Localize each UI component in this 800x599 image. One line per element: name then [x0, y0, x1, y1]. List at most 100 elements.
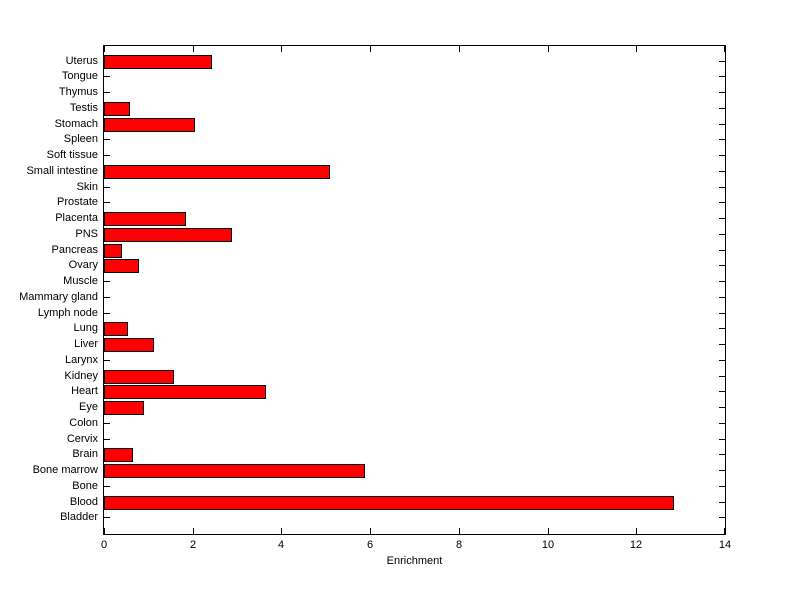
bar [104, 401, 144, 415]
y-tick-mark-right [719, 360, 725, 361]
x-tick-mark-bottom [459, 528, 460, 534]
x-tick-mark-top [193, 46, 194, 52]
y-tick-mark-right [719, 502, 725, 503]
y-tick-label: Ovary [68, 259, 98, 271]
x-tick-label: 12 [629, 539, 643, 551]
x-tick-label: 14 [718, 539, 732, 551]
bar [104, 259, 140, 273]
y-tick-label: Soft tissue [46, 149, 98, 161]
bar [104, 118, 195, 132]
y-tick-label: Brain [72, 448, 98, 460]
y-tick-mark-right [719, 470, 725, 471]
y-tick-mark-right [719, 265, 725, 266]
bar [104, 385, 266, 399]
y-tick-mark-left [104, 360, 110, 361]
y-tick-label: Spleen [63, 133, 98, 145]
x-tick-mark-top [281, 46, 282, 52]
y-tick-mark-left [104, 139, 110, 140]
x-tick-label: 6 [366, 539, 374, 551]
y-tick-label: Thymus [58, 86, 98, 98]
y-tick-label: Bladder [60, 511, 98, 523]
x-tick-mark-bottom [104, 528, 105, 534]
x-tick-label: 0 [100, 539, 108, 551]
y-tick-label: Heart [71, 385, 98, 397]
x-tick-mark-bottom [193, 528, 194, 534]
x-tick-mark-bottom [724, 528, 725, 534]
y-tick-mark-right [719, 218, 725, 219]
x-tick-label: 2 [189, 539, 197, 551]
x-tick-mark-bottom [636, 528, 637, 534]
bar [104, 165, 330, 179]
y-tick-mark-right [719, 344, 725, 345]
y-tick-mark-right [719, 108, 725, 109]
x-tick-label: 4 [277, 539, 285, 551]
y-tick-label: Tongue [61, 70, 98, 82]
x-tick-mark-top [104, 46, 105, 52]
x-tick-mark-bottom [281, 528, 282, 534]
y-tick-mark-right [719, 376, 725, 377]
y-tick-mark-left [104, 281, 110, 282]
y-tick-label: PNS [75, 228, 98, 240]
y-tick-mark-right [719, 297, 725, 298]
y-tick-mark-right [719, 250, 725, 251]
y-tick-mark-right [719, 454, 725, 455]
x-tick-mark-top [636, 46, 637, 52]
y-tick-mark-right [719, 171, 725, 172]
y-tick-mark-right [719, 155, 725, 156]
y-tick-mark-left [104, 423, 110, 424]
y-tick-mark-left [104, 202, 110, 203]
y-tick-mark-right [719, 517, 725, 518]
bar [104, 102, 131, 116]
y-tick-mark-left [104, 517, 110, 518]
x-axis-label: Enrichment [386, 555, 443, 567]
y-tick-label: Stomach [54, 118, 98, 130]
x-tick-mark-bottom [370, 528, 371, 534]
x-tick-label: 10 [541, 539, 555, 551]
bar [104, 496, 674, 510]
bar [104, 448, 133, 462]
y-tick-mark-right [719, 423, 725, 424]
y-tick-mark-right [719, 281, 725, 282]
bar [104, 370, 175, 384]
y-tick-label: Bone marrow [32, 464, 98, 476]
y-tick-mark-right [719, 61, 725, 62]
y-tick-mark-left [104, 486, 110, 487]
y-tick-label: Blood [69, 496, 98, 508]
bar [104, 212, 187, 226]
x-tick-mark-top [370, 46, 371, 52]
y-tick-mark-right [719, 92, 725, 93]
y-tick-label: Larynx [64, 354, 98, 366]
y-tick-mark-left [104, 313, 110, 314]
x-tick-mark-top [724, 46, 725, 52]
y-tick-mark-right [719, 313, 725, 314]
bar [104, 464, 365, 478]
y-tick-mark-right [719, 391, 725, 392]
y-tick-label: Muscle [63, 275, 98, 287]
y-tick-label: Cervix [66, 433, 98, 445]
y-tick-label: Prostate [57, 196, 98, 208]
y-tick-label: Lymph node [37, 307, 98, 319]
y-tick-mark-right [719, 439, 725, 440]
bar [104, 322, 129, 336]
y-tick-mark-right [719, 486, 725, 487]
x-tick-label: 8 [455, 539, 463, 551]
y-tick-mark-right [719, 124, 725, 125]
x-tick-mark-top [548, 46, 549, 52]
y-tick-mark-right [719, 202, 725, 203]
y-tick-label: Uterus [65, 55, 98, 67]
y-tick-label: Testis [69, 102, 98, 114]
y-tick-mark-left [104, 297, 110, 298]
y-tick-mark-right [719, 234, 725, 235]
y-tick-mark-left [104, 76, 110, 77]
y-tick-mark-right [719, 139, 725, 140]
y-tick-label: Skin [76, 181, 98, 193]
y-tick-label: Bone [72, 480, 98, 492]
y-tick-label: Eye [79, 401, 98, 413]
y-tick-label: Small intestine [26, 165, 98, 177]
x-tick-mark-bottom [548, 528, 549, 534]
y-tick-mark-left [104, 92, 110, 93]
bar [104, 244, 123, 258]
y-tick-label: Placenta [55, 212, 98, 224]
y-tick-mark-right [719, 328, 725, 329]
